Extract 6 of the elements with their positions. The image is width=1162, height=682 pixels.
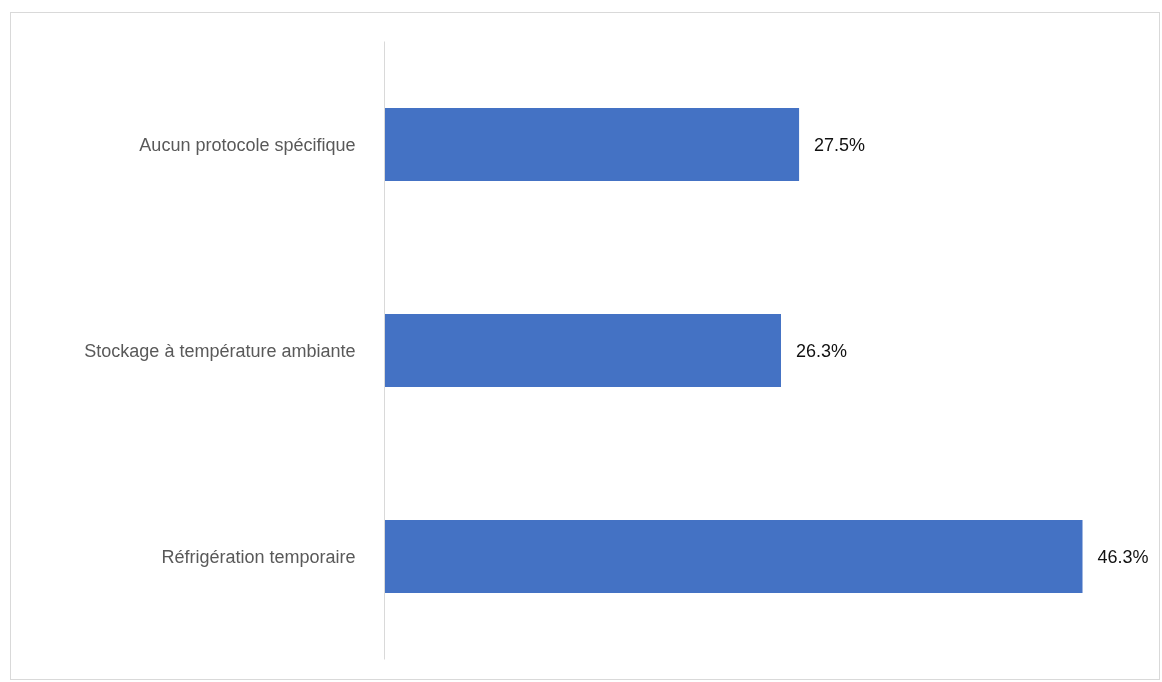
- y-tick-label: Stockage à température ambiante: [84, 340, 356, 361]
- data-label: 46.3%: [1097, 546, 1149, 567]
- y-tick-label: Aucun protocole spécifique: [139, 134, 356, 155]
- y-tick-label: Réfrigération temporaire: [161, 546, 356, 567]
- data-label: 27.5%: [814, 134, 866, 155]
- data-label: 26.3%: [795, 340, 848, 361]
